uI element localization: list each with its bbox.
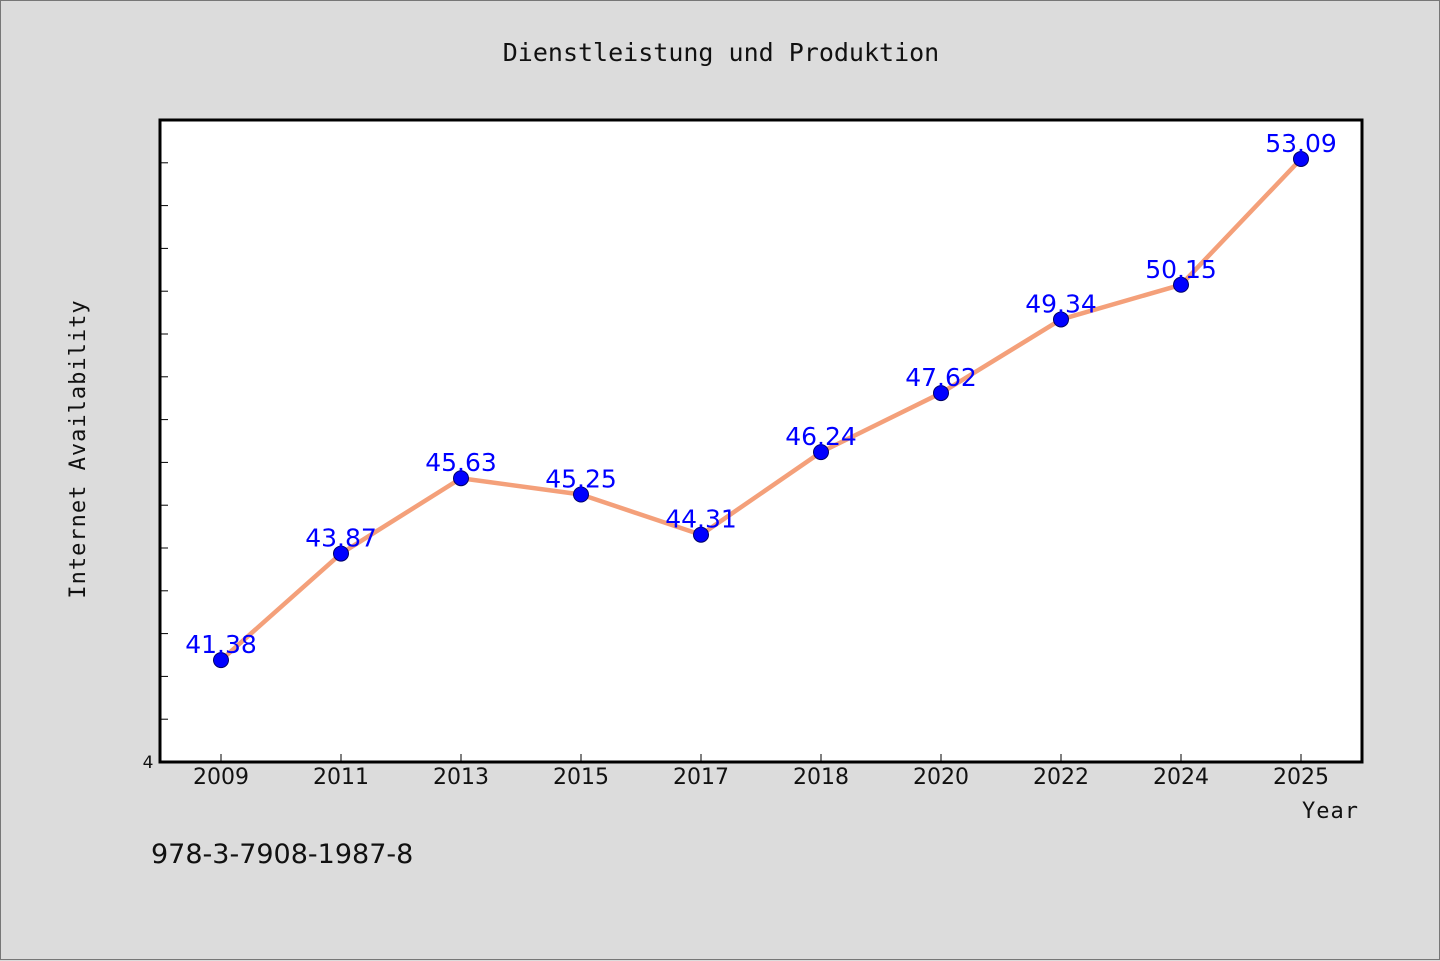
x-tick-label: 2024 <box>1153 765 1209 790</box>
series-line <box>218 156 1304 663</box>
data-point <box>573 486 589 503</box>
data-label: 41.38 <box>185 630 257 659</box>
data-point <box>213 652 229 669</box>
x-tick-label: 2017 <box>673 765 729 790</box>
plot-area <box>158 118 1364 764</box>
x-tick-label: 2009 <box>193 765 249 790</box>
data-point <box>453 470 469 487</box>
data-label: 53.09 <box>1265 129 1337 158</box>
data-point <box>1173 276 1189 293</box>
x-axis-label: Year <box>1302 799 1359 824</box>
y-axis-label: Internet Availability <box>66 299 91 598</box>
chart-title: Dienstleistung und Produktion <box>503 38 940 67</box>
x-tick-label: 2018 <box>793 765 849 790</box>
footer-isbn: 978-3-7908-1987-8 <box>151 839 413 870</box>
data-label: 46.24 <box>785 422 857 451</box>
data-point <box>333 545 349 562</box>
x-tick-label: 2020 <box>913 765 969 790</box>
data-label: 43.87 <box>305 524 377 553</box>
x-tick-label: 2015 <box>553 765 609 790</box>
data-label: 50.15 <box>1145 255 1217 284</box>
x-tick-label: 2011 <box>313 765 369 790</box>
data-series: 41.38 43.87 45.63 45.25 44.31 46.24 47.62 49.34… <box>185 129 1337 669</box>
data-point <box>1053 311 1069 328</box>
data-point <box>933 385 949 402</box>
x-tick-label: 2022 <box>1033 765 1089 790</box>
y-axis-ticks <box>160 162 168 763</box>
x-tick-label: 2013 <box>433 765 489 790</box>
data-point <box>693 526 709 543</box>
data-point <box>813 444 829 461</box>
data-label: 44.31 <box>665 505 737 534</box>
data-label: 49.34 <box>1025 289 1097 318</box>
data-label: 45.25 <box>545 465 617 494</box>
y-tick-label: 4 <box>143 753 154 773</box>
data-label: 45.63 <box>425 448 497 477</box>
x-axis-ticks: 2009 2011 2013 2015 2017 2018 2020 2022 2024 2025 <box>193 754 1329 790</box>
x-tick-label: 2025 <box>1273 765 1329 790</box>
data-point <box>1293 150 1309 167</box>
data-label: 47.62 <box>905 363 977 392</box>
